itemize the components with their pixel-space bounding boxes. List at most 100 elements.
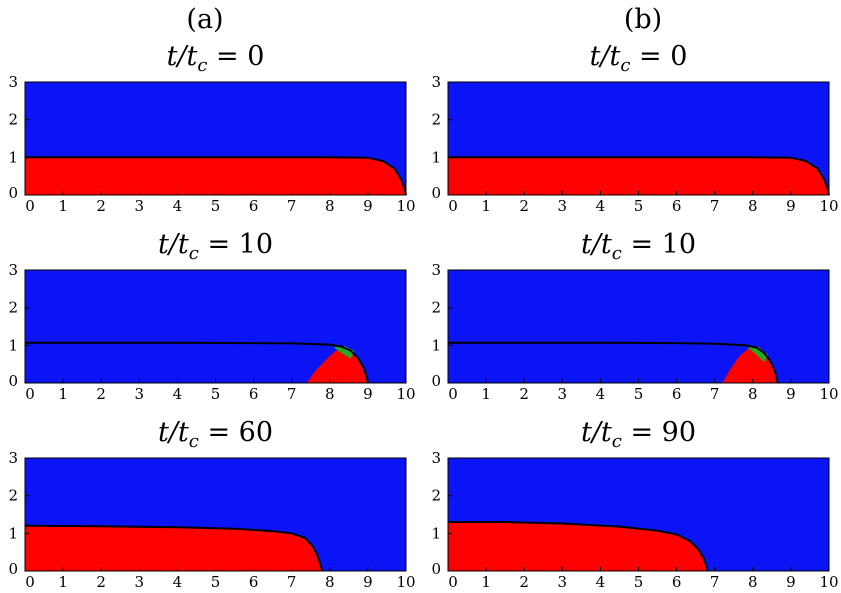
x-tick-label: 2 [96,385,106,403]
title-value: = 10 [199,229,273,260]
x-tick-label: 8 [325,573,335,591]
x-tick-label: 4 [173,197,183,215]
x-tick-label: 6 [672,573,682,591]
x-tick-label: 1 [481,573,491,591]
y-tick-label: 1 [431,336,441,354]
x-tick-label: 0 [25,385,35,403]
x-tick-label: 3 [135,573,145,591]
y-tick-label: 1 [8,336,18,354]
inner-phase-region [448,157,829,195]
x-tick-label: 4 [173,385,183,403]
x-tick-label: 7 [287,197,297,215]
x-tick-label: 2 [96,197,106,215]
panel-0: t/tc = 0 0 1 2 3 4 5 6 7 8 9 10 0 1 2 3 [8,41,415,215]
panel-2: t/tc = 10 0 1 2 3 4 5 6 7 8 9 10 0 1 2 3 [8,229,415,403]
panel-title: t/tc = 90 [581,417,696,452]
x-tick-label: 1 [58,197,68,215]
y-tick-label: 0 [431,372,441,390]
x-tick-label: 7 [710,385,720,403]
x-tick-label: 4 [596,385,606,403]
x-tick-label: 3 [558,385,568,403]
x-tick-label: 6 [249,385,259,403]
x-tick-label: 7 [287,385,297,403]
x-tick-label: 10 [396,385,415,403]
x-tick-label: 6 [672,197,682,215]
title-text: t/t [158,417,189,448]
y-tick-label: 0 [431,184,441,202]
y-tick-label: 1 [431,148,441,166]
x-tick-label: 9 [363,197,373,215]
x-tick-label: 1 [58,385,68,403]
x-tick-label: 10 [396,573,415,591]
x-tick-label: 3 [558,197,568,215]
title-subscript: c [189,243,199,264]
x-tick-label: 0 [25,197,35,215]
x-tick-label: 1 [481,385,491,403]
x-tick-label: 5 [211,197,221,215]
x-tick-label: 4 [596,573,606,591]
inner-phase-region [448,522,708,571]
x-tick-label: 3 [135,197,145,215]
y-tick-label: 3 [431,73,441,91]
x-tick-label: 9 [363,573,373,591]
panel-title: t/tc = 60 [158,417,273,452]
y-tick-label: 0 [8,184,18,202]
x-tick-label: 5 [211,573,221,591]
inner-phase-region [306,348,368,383]
y-tick-label: 1 [431,524,441,542]
title-value: = 0 [630,41,687,72]
mixed-region-0 [747,346,768,363]
x-tick-label: 10 [819,197,838,215]
x-tick-label: 0 [448,197,458,215]
x-tick-label: 1 [58,573,68,591]
interface-curve [25,156,407,196]
interface-curve [25,341,369,384]
panel-5: t/tc = 90 0 1 2 3 4 5 6 7 8 9 10 0 1 2 3 [431,417,838,591]
title-value: = 0 [207,41,264,72]
interface-curve [24,524,324,572]
x-tick-label: 8 [748,197,758,215]
x-tick-label: 7 [710,197,720,215]
column-label-b: (b) [624,4,662,35]
y-tick-label: 0 [8,372,18,390]
title-value: = 90 [622,417,696,448]
title-subscript: c [189,431,199,452]
x-tick-label: 10 [819,573,838,591]
inner-phase-region [25,525,323,571]
x-tick-label: 10 [396,197,415,215]
y-tick-label: 2 [8,487,18,505]
y-tick-label: 2 [431,299,441,317]
x-tick-label: 2 [96,573,106,591]
y-tick-label: 0 [431,560,441,578]
title-subscript: c [612,431,622,452]
y-tick-label: 2 [431,487,441,505]
x-tick-label: 5 [634,197,644,215]
x-tick-label: 4 [173,573,183,591]
y-tick-label: 1 [8,524,18,542]
column-label-a: (a) [186,4,223,35]
x-tick-label: 8 [325,197,335,215]
y-tick-label: 3 [431,261,441,279]
x-tick-label: 6 [249,197,259,215]
title-value: = 10 [622,229,696,260]
y-tick-label: 3 [8,73,18,91]
y-tick-label: 2 [8,299,18,317]
title-text: t/t [590,41,621,72]
y-tick-label: 1 [8,148,18,166]
panel-title: t/tc = 10 [581,229,696,264]
x-tick-label: 5 [211,385,221,403]
x-tick-label: 9 [363,385,373,403]
x-tick-label: 6 [249,573,259,591]
interface-curve [448,521,709,572]
y-tick-label: 0 [8,560,18,578]
x-tick-label: 5 [634,385,644,403]
title-text: t/t [167,41,198,72]
panel-4: t/tc = 60 0 1 2 3 4 5 6 7 8 9 10 0 1 2 3 [8,417,415,591]
y-tick-label: 2 [8,111,18,129]
x-tick-label: 2 [519,573,529,591]
interface-curve [448,156,830,196]
x-tick-label: 3 [558,573,568,591]
title-subscript: c [620,55,630,76]
panel-3: t/tc = 10 0 1 2 3 4 5 6 7 8 9 10 0 1 2 3 [431,229,838,403]
